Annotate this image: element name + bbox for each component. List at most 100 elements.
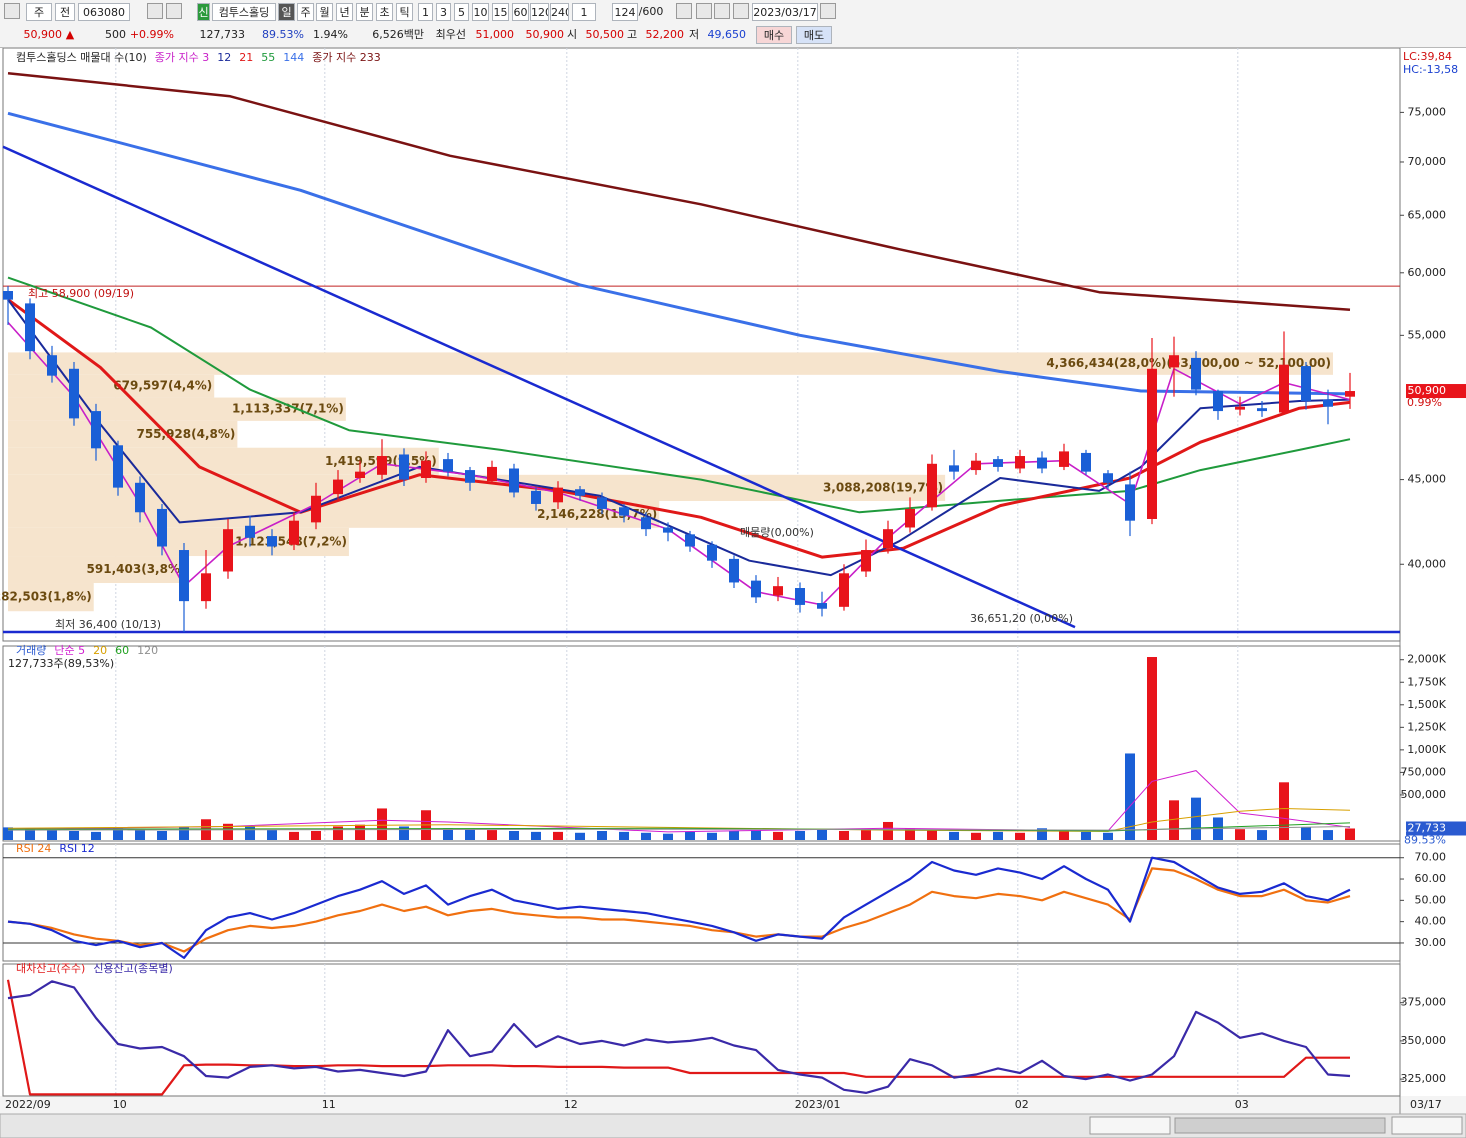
toolbar-item[interactable]: 분 bbox=[356, 3, 373, 21]
volume-bar bbox=[795, 830, 805, 840]
legend-entry: 거래량 bbox=[16, 644, 46, 657]
toolbar-item[interactable]: 2023/03/17 bbox=[752, 3, 818, 21]
legend-entry: 신용잔고(종목별) bbox=[93, 962, 172, 975]
volume-profile-label: 679,597(4,4%) bbox=[113, 379, 212, 393]
panel-frame bbox=[2, 47, 1401, 642]
panel-frame bbox=[2, 963, 1401, 1097]
scroll-buttons[interactable] bbox=[1089, 1116, 1171, 1135]
y-tick-label: 1,500K bbox=[1407, 698, 1446, 711]
toolbar-item[interactable]: 초 bbox=[376, 3, 393, 21]
candle-body bbox=[399, 454, 409, 480]
candle-body bbox=[1169, 355, 1179, 368]
legend-entry: 대차잔고(주수) bbox=[16, 962, 85, 975]
sound-icon[interactable] bbox=[166, 3, 182, 19]
volume-bar bbox=[641, 832, 651, 840]
zoom-buttons[interactable] bbox=[1391, 1116, 1463, 1135]
toolbar-item[interactable]: 3 bbox=[436, 3, 451, 21]
quote-field: 1.94% bbox=[313, 28, 348, 41]
quote-field: 127,733 bbox=[199, 28, 246, 41]
moving-average-line bbox=[7, 298, 1351, 559]
high-annotation: 최고 58,900 (09/19) bbox=[28, 287, 134, 300]
volume-bar bbox=[751, 830, 761, 840]
toolbar-item[interactable]: 1 bbox=[418, 3, 433, 21]
toolbar-item[interactable]: 신 bbox=[197, 3, 210, 21]
save-icon[interactable] bbox=[714, 3, 730, 19]
quote-field: 50,900 bbox=[23, 28, 63, 41]
candle-body bbox=[311, 495, 321, 523]
scroll-thumb[interactable] bbox=[1174, 1117, 1386, 1134]
volume-bar bbox=[927, 830, 937, 840]
y-tick-label: 1,000K bbox=[1407, 743, 1446, 756]
volume-profile-label: 591,403(3,8%) bbox=[87, 562, 186, 576]
volume-bar bbox=[1345, 828, 1355, 840]
toolbar-item[interactable]: 틱 bbox=[396, 3, 413, 21]
volume-profile-bar bbox=[8, 420, 238, 448]
toolbar-item[interactable]: 1 bbox=[572, 3, 596, 21]
x-tick-label: 2022/09 bbox=[5, 1098, 51, 1111]
volume-profile-bar bbox=[8, 583, 94, 612]
candle-body bbox=[619, 507, 629, 516]
volume-bar bbox=[971, 832, 981, 840]
legend-entry: 컴투스홀딩스 매물대 수(10) bbox=[16, 51, 147, 64]
volume-bar bbox=[1257, 830, 1267, 840]
candle-body bbox=[421, 460, 431, 478]
trendline bbox=[2, 145, 1076, 629]
legend-entry: 21 bbox=[239, 51, 253, 64]
moving-average-line bbox=[7, 299, 1351, 577]
volume-bar bbox=[685, 831, 695, 840]
y-tick-label: 60.00 bbox=[1415, 872, 1447, 885]
toolbar-item[interactable]: 컴투스홀딩 bbox=[212, 3, 276, 21]
price-tag bbox=[1406, 384, 1466, 399]
candle-body bbox=[861, 550, 871, 572]
toolbar-item[interactable]: 일 bbox=[278, 3, 295, 21]
menu-icon[interactable] bbox=[4, 3, 20, 19]
volume-profile-label: 755,928(4,8%) bbox=[136, 427, 235, 441]
toolbar-item[interactable]: 주 bbox=[26, 3, 52, 21]
toolbar-item[interactable]: 5 bbox=[454, 3, 469, 21]
order-button[interactable]: 매도 bbox=[796, 26, 832, 44]
candle-body bbox=[179, 550, 189, 602]
toolbar-item[interactable]: 전 bbox=[55, 3, 75, 21]
x-tick-label: 02 bbox=[1015, 1098, 1029, 1111]
toolbar-item[interactable]: 년 bbox=[336, 3, 353, 21]
settings-icon[interactable] bbox=[733, 3, 749, 19]
y-tick-label: 45,000 bbox=[1408, 473, 1447, 486]
toolbar-item[interactable]: 063080 bbox=[78, 3, 130, 21]
candle-body bbox=[905, 508, 915, 528]
calendar-icon[interactable] bbox=[820, 3, 836, 19]
corner-label: HC:-13,58 bbox=[1403, 63, 1458, 76]
quote-field: 저 bbox=[688, 28, 700, 41]
x-tick-label: 2023/01 bbox=[795, 1098, 841, 1111]
toolbar-item[interactable]: 124 bbox=[612, 3, 638, 21]
toolbar-item[interactable]: 15 bbox=[492, 3, 509, 21]
toolbar-item[interactable]: 60 bbox=[512, 3, 529, 21]
volume-bar bbox=[311, 830, 321, 840]
candle-body bbox=[1323, 399, 1333, 407]
candle-body bbox=[3, 290, 13, 300]
tool-icon[interactable] bbox=[676, 3, 692, 19]
volume-bar bbox=[135, 830, 145, 840]
quote-field: 51,000 bbox=[475, 28, 515, 41]
tool-icon[interactable] bbox=[696, 3, 712, 19]
legend-entry: 60 bbox=[115, 644, 129, 657]
toolbar-item[interactable]: /600 bbox=[638, 5, 664, 18]
volume-profile-bar bbox=[8, 474, 946, 501]
volume-bar bbox=[355, 824, 365, 840]
toolbar-item[interactable]: 10 bbox=[472, 3, 489, 21]
volume-bar bbox=[1147, 657, 1157, 840]
volume-bar bbox=[223, 823, 233, 840]
toolbar-item[interactable]: 월 bbox=[316, 3, 333, 21]
toolbar-item[interactable]: 120 bbox=[530, 3, 549, 21]
order-button[interactable]: 매수 bbox=[756, 26, 792, 44]
toolbar-item[interactable]: 240 bbox=[550, 3, 569, 21]
candle-body bbox=[355, 471, 365, 478]
volume-profile-label: 3,088,208(19,7%) bbox=[823, 480, 943, 494]
volume-bar bbox=[1015, 832, 1025, 840]
candle-body bbox=[135, 482, 145, 513]
moving-average-line bbox=[7, 111, 1351, 396]
price-tag-label: 50,900 bbox=[1408, 384, 1447, 397]
toolbar-item[interactable]: 주 bbox=[297, 3, 314, 21]
search-icon[interactable] bbox=[147, 3, 163, 19]
